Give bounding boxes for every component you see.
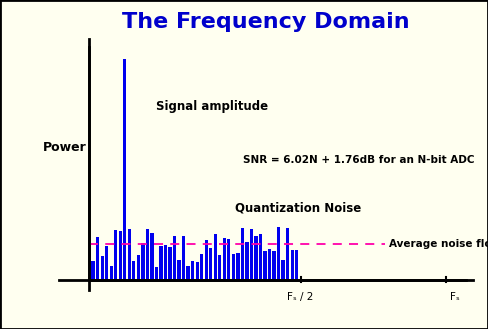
Bar [96, 237, 99, 280]
Bar [91, 261, 95, 280]
Bar [182, 236, 185, 280]
Text: Power: Power [42, 141, 86, 154]
Bar [114, 230, 118, 280]
Bar [259, 234, 262, 280]
Text: Fₛ: Fₛ [450, 292, 460, 302]
Bar [159, 246, 163, 280]
Bar [209, 248, 212, 280]
Bar [286, 229, 289, 280]
Bar [105, 245, 108, 280]
Bar [119, 231, 122, 280]
Bar [178, 260, 181, 280]
Bar [282, 260, 285, 280]
Bar [191, 261, 194, 280]
Bar [218, 255, 222, 280]
Bar [173, 236, 176, 280]
Bar [137, 255, 140, 280]
Bar [186, 266, 190, 280]
Bar [214, 234, 217, 280]
Bar [132, 261, 136, 280]
Text: SNR = 6.02N + 1.76dB for an N-bit ADC: SNR = 6.02N + 1.76dB for an N-bit ADC [243, 155, 474, 165]
Text: Signal amplitude: Signal amplitude [156, 100, 267, 113]
Bar [223, 238, 226, 280]
Bar [227, 239, 230, 280]
Bar [110, 266, 113, 280]
Bar [277, 227, 280, 280]
Text: Quantization Noise: Quantization Noise [235, 201, 362, 214]
Bar [241, 228, 244, 280]
Bar [168, 247, 172, 280]
Bar [254, 236, 258, 280]
Bar [204, 240, 208, 280]
Bar [232, 254, 235, 280]
Bar [146, 229, 149, 280]
Bar [295, 250, 298, 280]
Bar [250, 229, 253, 280]
Bar [196, 262, 199, 280]
Text: Average noise floor(flat): Average noise floor(flat) [389, 239, 488, 249]
Bar [264, 251, 266, 280]
Bar [245, 242, 248, 280]
Bar [155, 266, 158, 280]
Bar [272, 251, 276, 280]
Text: Fₛ / 2: Fₛ / 2 [287, 292, 314, 302]
Bar [101, 256, 104, 280]
Bar [150, 233, 154, 280]
Bar [123, 59, 126, 280]
Bar [290, 250, 294, 280]
Bar [236, 253, 240, 280]
Bar [200, 254, 203, 280]
Title: The Frequency Domain: The Frequency Domain [122, 13, 410, 32]
Bar [164, 245, 167, 280]
Bar [141, 242, 144, 280]
Bar [128, 229, 131, 280]
Bar [268, 249, 271, 280]
